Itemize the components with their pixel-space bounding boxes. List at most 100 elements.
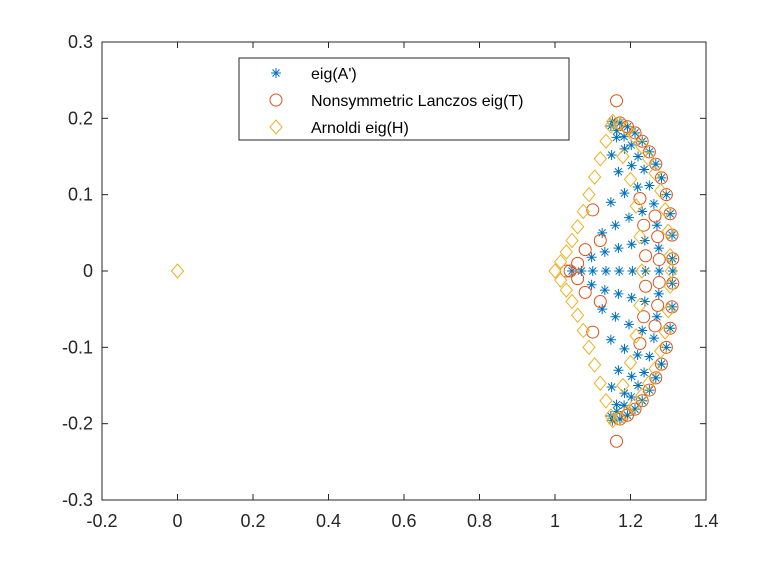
data-point (661, 342, 672, 353)
data-point (653, 288, 664, 299)
data-point (659, 188, 673, 202)
data-point (613, 243, 624, 254)
data-point (616, 377, 630, 394)
y-tick-label: -0.3 (62, 490, 93, 510)
x-tick-label: 1.4 (693, 511, 718, 531)
data-point (626, 371, 637, 382)
data-point (661, 302, 675, 319)
x-tick-label: 0.6 (391, 511, 416, 531)
data-point (626, 391, 637, 402)
data-point (663, 321, 677, 335)
data-point (637, 136, 648, 147)
data-point (616, 148, 630, 165)
data-point (623, 212, 634, 223)
data-point (614, 414, 625, 425)
y-tick-label: 0.2 (68, 108, 93, 128)
data-point (611, 132, 622, 143)
data-point (554, 254, 568, 270)
data-point (614, 266, 625, 276)
data-point (613, 288, 624, 299)
data-point (570, 307, 585, 324)
data-point (605, 334, 616, 345)
data-point (599, 392, 613, 409)
axes: -0.2 0 0.2 0.4 0.6 0.8 1 1.2 1.4-0.3-0.2-0.100.1… (62, 32, 719, 531)
data-point (664, 263, 678, 279)
legend: eig(A') Nonsymmetric Lanczos eig(T) Arnold… (238, 57, 570, 141)
data-point (610, 434, 624, 448)
markers-layer (170, 94, 680, 448)
data-point (630, 404, 641, 415)
data-point (620, 121, 634, 137)
data-point (587, 169, 602, 185)
data-point (605, 197, 616, 208)
data-point (622, 410, 633, 421)
data-point (559, 264, 573, 278)
data-point (654, 183, 668, 199)
data-point (667, 278, 678, 289)
data-point (611, 399, 622, 410)
data-point (654, 171, 668, 185)
y-tick-label: 0.3 (68, 32, 93, 52)
legend-marker (271, 68, 281, 78)
data-point (610, 311, 621, 322)
data-point (633, 380, 644, 391)
data-point (633, 337, 647, 351)
x-tick-label: -0.2 (86, 511, 117, 531)
data-point (582, 186, 596, 203)
data-point (651, 298, 665, 312)
x-tick-label: 0 (172, 511, 182, 531)
data-point (586, 325, 600, 339)
data-point (622, 121, 633, 132)
data-point (619, 343, 630, 354)
data-point (635, 387, 649, 404)
x-tick-label: 1 (550, 511, 560, 531)
data-point (648, 209, 662, 223)
data-point (611, 125, 622, 136)
data-point (637, 310, 651, 324)
data-point (620, 120, 634, 134)
data-point (578, 285, 592, 299)
data-point (641, 151, 656, 167)
data-point (637, 206, 648, 217)
data-point (654, 266, 665, 276)
data-point (629, 328, 643, 344)
data-point (665, 208, 676, 219)
data-point (635, 263, 649, 279)
data-point (599, 285, 610, 296)
series-2 (170, 113, 678, 429)
data-point (578, 243, 592, 257)
data-point (593, 375, 607, 391)
data-point (587, 357, 602, 373)
data-point (663, 207, 677, 221)
data-point (610, 94, 624, 108)
data-point (565, 232, 579, 249)
data-point (586, 279, 597, 290)
data-point (667, 301, 678, 312)
data-point (599, 133, 613, 150)
legend-entry: Nonsymmetric Lanczos eig(T) (269, 93, 524, 110)
data-point (658, 324, 672, 340)
data-point (593, 233, 607, 247)
data-point (648, 198, 659, 209)
legend-entry: Arnoldi eig(H) (269, 119, 409, 137)
data-point (597, 227, 608, 238)
data-point (635, 138, 649, 155)
data-point (623, 171, 638, 188)
data-point (623, 354, 638, 371)
y-tick-label: 0 (83, 261, 93, 281)
data-point (627, 128, 641, 145)
data-point (644, 180, 655, 191)
data-point (586, 252, 597, 263)
data-point (626, 292, 637, 303)
data-point (651, 230, 665, 244)
data-point (571, 272, 585, 286)
data-point (593, 151, 607, 167)
data-point (626, 160, 637, 171)
data-point (576, 322, 590, 339)
data-point (667, 230, 678, 241)
legend-marker (269, 119, 283, 135)
data-point (619, 131, 630, 142)
data-point (651, 311, 662, 322)
data-point (570, 218, 585, 235)
x-tick-label: 1.2 (618, 511, 643, 531)
